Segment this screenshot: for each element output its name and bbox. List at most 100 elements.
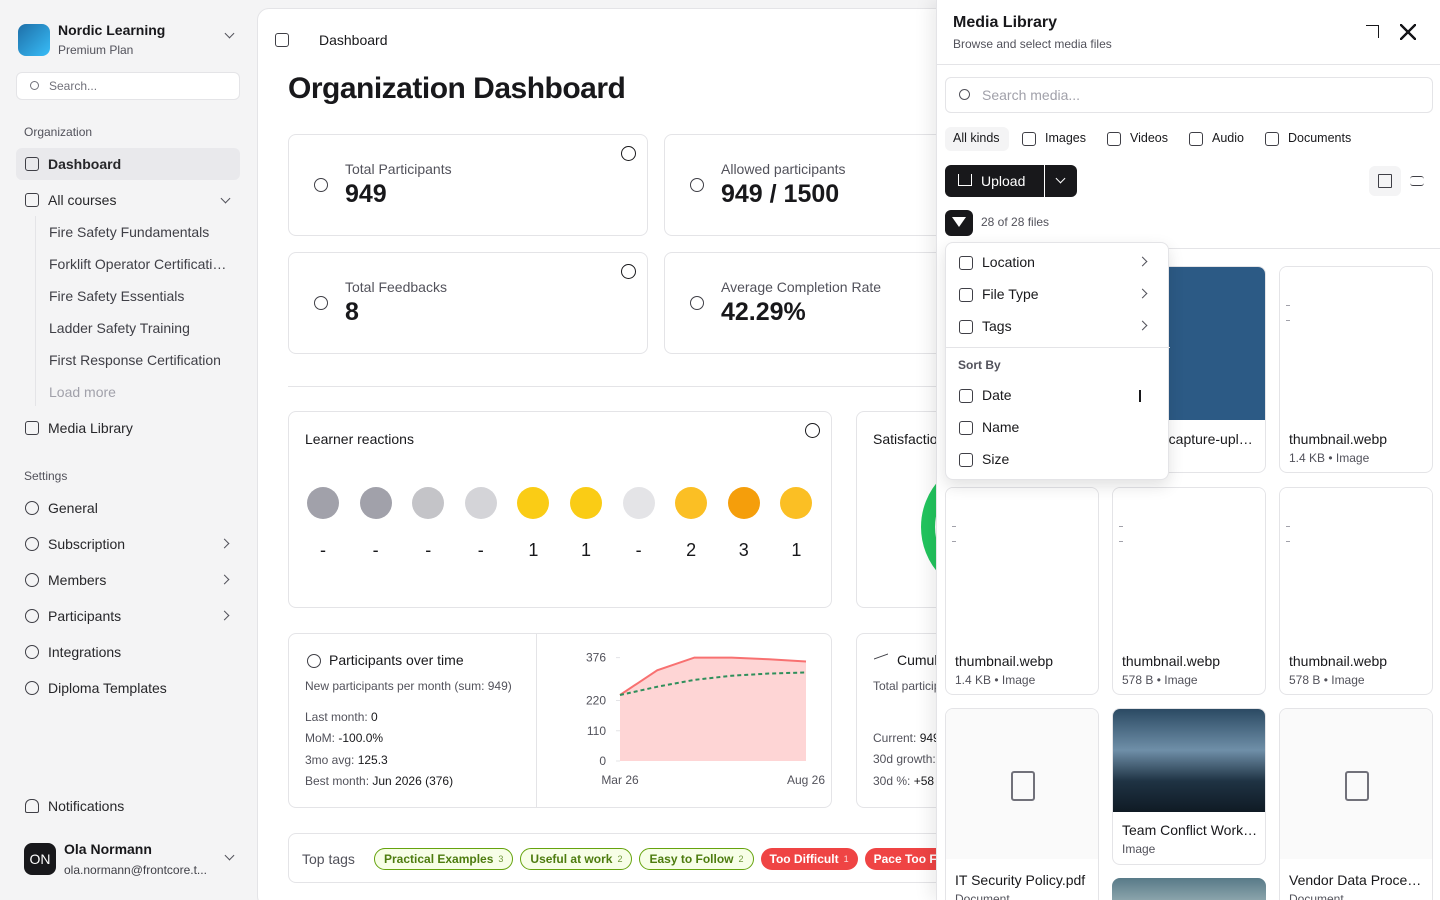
y-tick-label: 220 (586, 694, 606, 708)
file-meta: Image (1122, 842, 1156, 856)
emoji (780, 487, 813, 519)
stat-label: 30d growth: (873, 752, 936, 767)
settings-item[interactable]: Diploma Templates (48, 680, 167, 696)
thumbnail (1113, 709, 1265, 812)
emoji (727, 487, 760, 519)
tag-pill[interactable]: Practical Examples 3 (374, 848, 514, 870)
file-meta: 1.4 KB • Image (1289, 451, 1370, 465)
icon (314, 296, 328, 310)
file-meta: 1.4 KB • Image (955, 673, 1036, 687)
icon (25, 681, 39, 695)
grid-view-button[interactable] (1369, 166, 1401, 196)
icon (690, 296, 704, 310)
settings-item[interactable]: Subscription (48, 536, 126, 552)
chevron (1137, 288, 1148, 299)
upload-button[interactable]: Upload (945, 165, 1044, 197)
icon (1265, 132, 1279, 146)
menu-item[interactable]: Name (982, 419, 1020, 435)
settings-item[interactable]: Participants (48, 608, 122, 624)
filter-button[interactable] (945, 210, 973, 236)
settings-item[interactable]: General (48, 500, 98, 516)
chevron (1137, 320, 1148, 331)
tag-pill[interactable]: Easy to Follow 2 (639, 848, 754, 870)
chevron (1137, 256, 1148, 267)
menu-heading: Sort By (958, 358, 1001, 372)
y-tick-label: 0 (599, 754, 606, 768)
file-meta: 578 B • Image (1122, 673, 1198, 687)
menu-item[interactable]: Size (982, 451, 1010, 467)
broken-image (1286, 305, 1290, 321)
settings-item[interactable]: Members (48, 572, 107, 588)
media-search[interactable] (945, 77, 1433, 113)
file-card[interactable]: thumbnail.webp 578 B • Image (1279, 487, 1433, 695)
menu-item[interactable]: Location (982, 254, 1035, 270)
reaction-count: - (372, 540, 379, 560)
stat-row: 30d growth: (873, 752, 936, 766)
reaction-count: - (635, 540, 642, 560)
chevron (1055, 173, 1066, 184)
upload-menu-button[interactable] (1045, 165, 1077, 197)
stat-label: Allowed participants (721, 161, 846, 177)
nav-item[interactable]: All courses (48, 192, 117, 208)
kind-tab[interactable]: Images (1045, 131, 1086, 145)
tag-pill[interactable]: Useful at work 2 (520, 848, 633, 870)
card-title: Participants over time (329, 652, 464, 668)
menu-item[interactable]: Date (982, 387, 1012, 403)
card-title: Learner reactions (305, 431, 414, 447)
expand-button[interactable] (1366, 25, 1379, 38)
file-card[interactable]: thumbnail.webp 1.4 KB • Image (1279, 266, 1433, 473)
doc-icon (1345, 771, 1369, 801)
icon (314, 178, 328, 192)
file-card[interactable]: thumbnail.webp 1.4 KB • Image (945, 487, 1099, 695)
tag-pill[interactable]: Too Difficult 1 (760, 848, 858, 870)
reaction-count: 1 (580, 540, 591, 560)
header-divider (937, 64, 1440, 65)
file-card[interactable]: thumbnail.webp 578 B • Image (1112, 487, 1266, 695)
trend-icon (874, 653, 888, 667)
thumbnail (1280, 267, 1432, 420)
kind-tab[interactable]: Videos (1130, 131, 1168, 145)
section-heading: Organization (24, 125, 93, 139)
user-name: Ola Normann (64, 841, 152, 857)
tag-count: 2 (617, 854, 623, 864)
file-meta: Document (1289, 892, 1344, 900)
nav-item[interactable]: Dashboard (48, 156, 122, 172)
icon (25, 421, 39, 435)
kind-tab[interactable]: All kinds (953, 131, 1000, 145)
notifications[interactable]: Notifications (48, 798, 125, 814)
media-panel: Media Library Browse and select media fil… (936, 0, 1440, 900)
broken-image (952, 526, 956, 542)
search-box[interactable] (16, 72, 240, 100)
file-count: 28 of 28 files (981, 215, 1050, 229)
load-more[interactable]: Load more (49, 384, 116, 400)
search-icon (959, 89, 970, 100)
menu-item[interactable]: Tags (982, 318, 1012, 334)
settings-item[interactable]: Integrations (48, 644, 122, 660)
panel-subtitle: Browse and select media files (953, 37, 1112, 51)
stat-label: Best month: (305, 773, 370, 788)
stat-row: 30d %: +58 (873, 774, 934, 788)
file-card[interactable]: Vendor Data Processing Document (1279, 708, 1433, 900)
stat-label: Last month: (305, 710, 368, 724)
stat-value: 125.3 (357, 752, 388, 767)
plan: Premium Plan (58, 43, 134, 57)
sort-direction (1139, 390, 1141, 402)
user-email: ola.normann@frontcore.t... (64, 863, 207, 877)
tag-name: Useful at work (530, 852, 613, 866)
icon (1378, 174, 1392, 188)
tree-line (35, 216, 36, 406)
info-icon (805, 423, 820, 438)
close-button[interactable] (1400, 24, 1416, 40)
stat-label: Current: (873, 731, 917, 745)
kind-tab[interactable]: Audio (1212, 131, 1244, 145)
file-card[interactable]: Team Conflict Workshop Image (1112, 708, 1266, 865)
icon (25, 573, 39, 587)
icon (1107, 132, 1121, 146)
nav-item[interactable]: Media Library (48, 420, 133, 436)
menu-item[interactable]: File Type (982, 286, 1039, 302)
panel-title: Media Library (953, 14, 1058, 31)
file-card[interactable]: IT Security Policy.pdf Document (945, 708, 1099, 900)
icon (959, 453, 973, 467)
kind-tab[interactable]: Documents (1288, 131, 1352, 145)
